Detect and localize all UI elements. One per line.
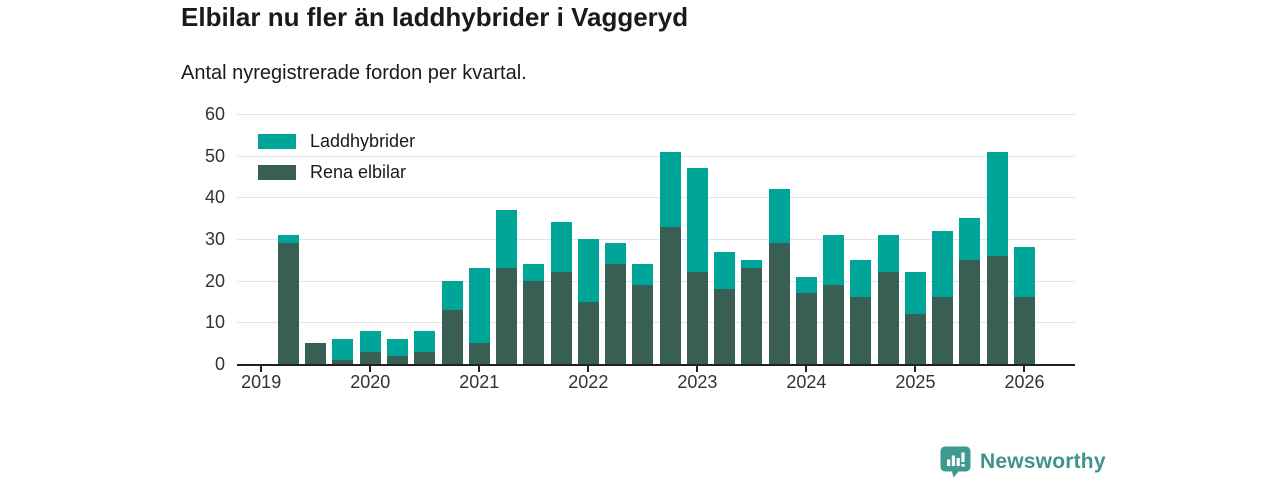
x-axis-tick (696, 366, 699, 372)
gridline (237, 114, 1075, 115)
bar-segment-laddhybrider (414, 330, 436, 352)
x-axis-tick (369, 366, 372, 372)
legend-label: Laddhybrider (310, 131, 416, 151)
bar-segment-rena-elbilar (632, 284, 654, 364)
y-axis-label: 50 (204, 145, 225, 166)
bar-segment-rena-elbilar (877, 272, 899, 364)
x-axis-label: 2025 (895, 372, 936, 392)
bar-segment-laddhybrider (768, 189, 790, 244)
bar-segment-laddhybrider (496, 209, 518, 269)
legend: Laddhybrider Rena elbilar (258, 131, 415, 183)
bar-segment-laddhybrider (741, 259, 763, 269)
bar-segment-laddhybrider (850, 259, 872, 298)
y-axis-label: 40 (204, 187, 225, 208)
bar-segment-rena-elbilar (550, 272, 572, 364)
bar-segment-rena-elbilar (387, 355, 408, 364)
bar-segment-rena-elbilar (496, 268, 518, 364)
bar-segment-laddhybrider (277, 234, 299, 244)
bar-segment-rena-elbilar (468, 343, 490, 364)
bar-segment-laddhybrider (387, 339, 408, 356)
x-axis-label: 2020 (350, 372, 391, 392)
gridline (237, 280, 1075, 282)
bar-segment-rena-elbilar (441, 309, 463, 364)
bar-segment-laddhybrider (359, 330, 381, 352)
bar-segment-laddhybrider (904, 272, 926, 314)
bar-segment-rena-elbilar (577, 301, 599, 364)
bar-segment-laddhybrider (605, 243, 627, 264)
bar-segment-rena-elbilar (332, 359, 354, 364)
x-axis-label: 2021 (459, 372, 500, 392)
bar-segment-rena-elbilar (659, 226, 681, 364)
gridline (237, 322, 1075, 324)
bar-segment-laddhybrider (932, 230, 954, 298)
bar-segment-laddhybrider (468, 268, 490, 344)
bar-segment-laddhybrider (714, 251, 736, 289)
x-axis-label: 2024 (786, 372, 827, 392)
plot-area (237, 114, 1075, 364)
legend-swatch-laddhybrider (258, 134, 296, 149)
bar-segment-laddhybrider (550, 222, 572, 273)
chart-subtitle: Antal nyregistrerade fordon per kvartal. (181, 62, 527, 84)
bar-segment-laddhybrider (632, 264, 654, 285)
x-axis-tick (914, 366, 917, 372)
bar-segment-laddhybrider (795, 276, 817, 294)
bar-segment-laddhybrider (959, 218, 981, 260)
y-axis-label: 0 (214, 354, 225, 374)
bar-segment-laddhybrider (441, 280, 463, 310)
bar-segment-rena-elbilar (741, 268, 763, 364)
bar-segment-rena-elbilar (959, 259, 981, 364)
bar-segment-laddhybrider (877, 234, 899, 273)
bar-segment-rena-elbilar (795, 293, 817, 364)
bar-segment-laddhybrider (1013, 247, 1035, 298)
gridline (237, 239, 1075, 240)
gridline (237, 197, 1075, 199)
bar-segment-rena-elbilar (932, 297, 954, 364)
bar-segment-rena-elbilar (768, 243, 790, 364)
bar-segment-rena-elbilar (1013, 297, 1035, 364)
bar-segment-rena-elbilar (305, 343, 327, 364)
bar-segment-laddhybrider (823, 234, 845, 285)
newsworthy-badge-icon (940, 446, 971, 478)
x-axis-tick (805, 366, 808, 372)
y-axis-label: 20 (204, 270, 225, 291)
bar-segment-laddhybrider (986, 151, 1008, 256)
chart-title: Elbilar nu fler än laddhybrider i Vagger… (181, 2, 689, 32)
bar-segment-rena-elbilar (686, 272, 708, 364)
x-axis-label: 2023 (677, 372, 718, 392)
x-axis-tick (260, 366, 263, 372)
x-axis-tick (1023, 366, 1026, 372)
bar-segment-laddhybrider (523, 264, 545, 281)
legend-label: Rena elbilar (310, 162, 407, 182)
x-axis-label: 2019 (241, 372, 282, 392)
bar-segment-rena-elbilar (523, 280, 545, 364)
newsworthy-logo: Newsworthy (940, 446, 1106, 478)
legend-item-rena-elbilar: Rena elbilar (258, 162, 415, 183)
bar-segment-rena-elbilar (986, 255, 1008, 364)
bar-segment-rena-elbilar (414, 351, 436, 364)
bar-segment-rena-elbilar (823, 284, 845, 364)
legend-item-laddhybrider: Laddhybrider (258, 131, 415, 152)
bar-segment-laddhybrider (332, 339, 354, 360)
bar-segment-laddhybrider (686, 168, 708, 273)
y-axis-label: 10 (204, 312, 225, 333)
bar-segment-rena-elbilar (605, 264, 627, 364)
x-axis-line (237, 364, 1075, 366)
bar-segment-laddhybrider (659, 151, 681, 227)
x-axis-tick (478, 366, 481, 372)
bar-segment-rena-elbilar (904, 314, 926, 364)
bar-segment-rena-elbilar (359, 351, 381, 364)
x-axis-label: 2026 (1004, 372, 1045, 392)
x-axis-label: 2022 (568, 372, 609, 392)
y-axis-label: 60 (204, 104, 225, 124)
bar-segment-rena-elbilar (714, 289, 736, 364)
bar-segment-rena-elbilar (850, 297, 872, 364)
x-axis-tick (587, 366, 590, 372)
gridline (237, 155, 1075, 157)
brand-name: Newsworthy (980, 450, 1106, 473)
y-axis-label: 30 (204, 229, 225, 249)
bar-segment-rena-elbilar (277, 243, 299, 364)
bar-segment-laddhybrider (577, 239, 599, 302)
legend-swatch-rena-elbilar (258, 165, 296, 180)
